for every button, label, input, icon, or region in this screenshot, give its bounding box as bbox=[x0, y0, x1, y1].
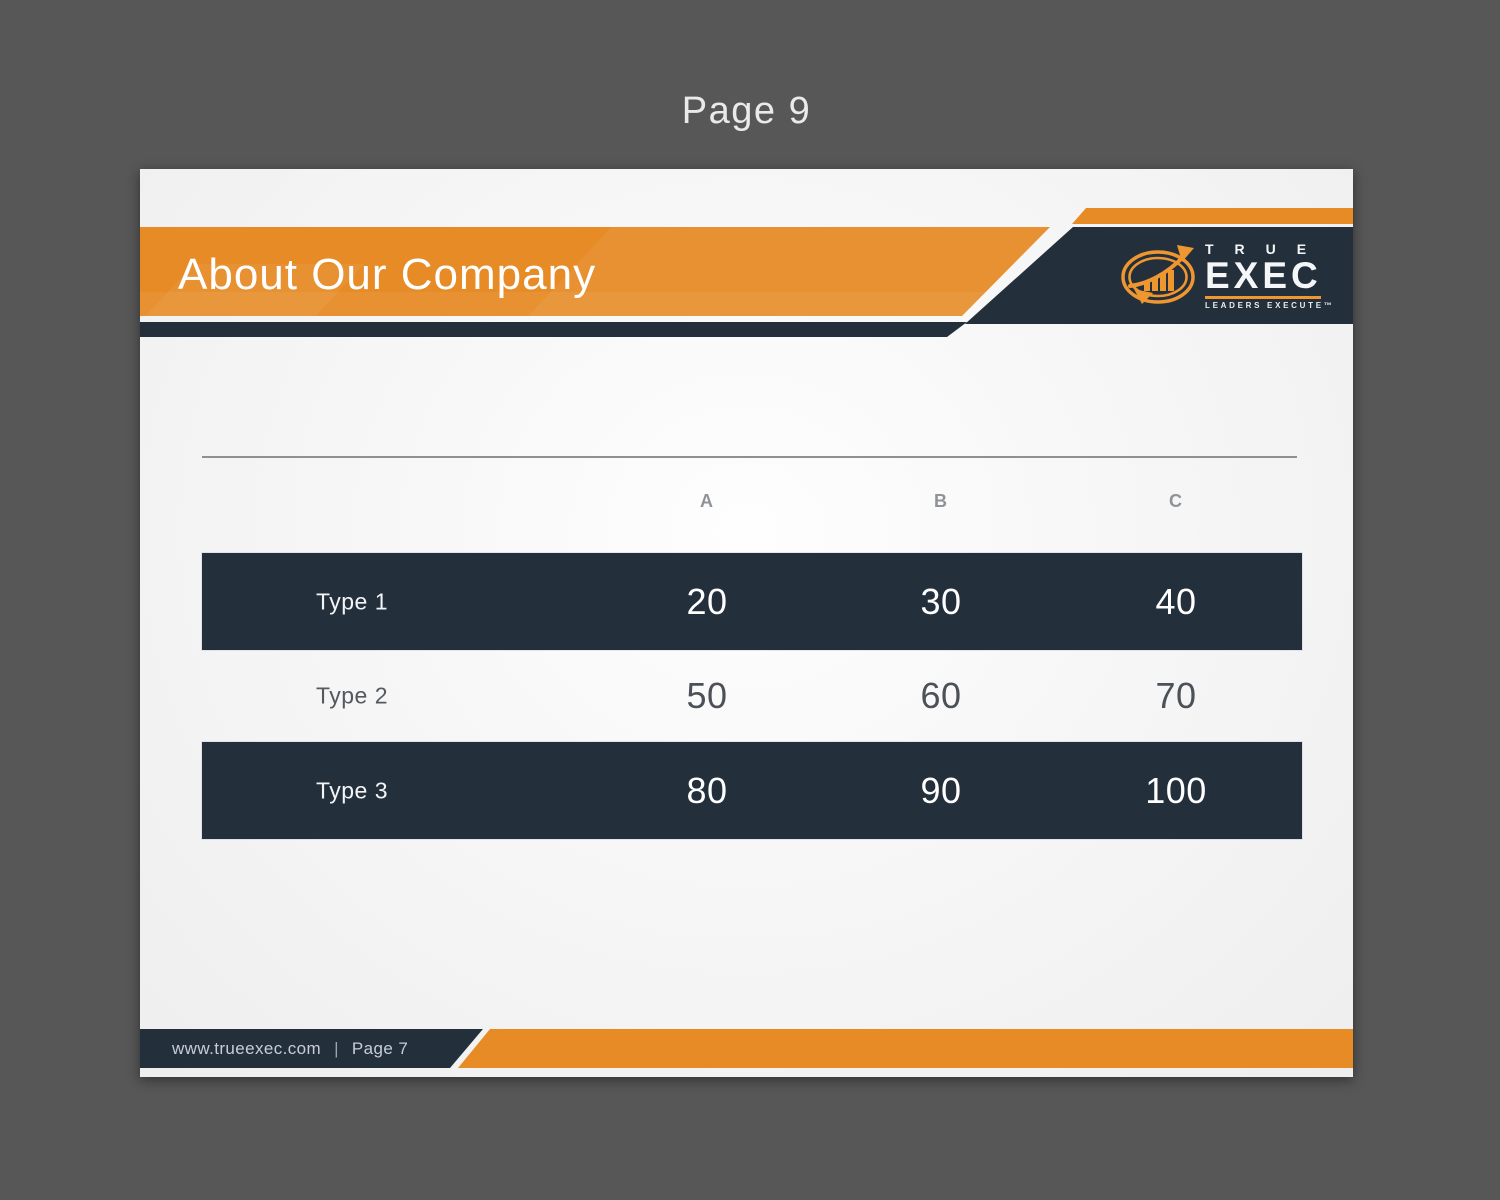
row-label: Type 2 bbox=[315, 682, 389, 709]
footer-separator: | bbox=[334, 1038, 339, 1058]
brand-name-main: EXEC bbox=[1205, 255, 1322, 296]
row-label: Type 3 bbox=[315, 777, 389, 803]
cell-value: 60 bbox=[920, 675, 962, 716]
footer-website: www.trueexec.com bbox=[172, 1038, 322, 1058]
brand-name-top: TRUE bbox=[1205, 241, 1328, 257]
column-header-c: C bbox=[1169, 491, 1183, 511]
cell-value: 50 bbox=[686, 675, 728, 716]
cell-value: 20 bbox=[686, 580, 728, 622]
footer-page-number: Page 7 bbox=[351, 1038, 409, 1058]
cell-value: 30 bbox=[920, 580, 962, 622]
speech-bubble-chart-icon bbox=[1118, 241, 1198, 312]
table-row: Type 3 80 90 100 bbox=[202, 742, 1302, 839]
slide-title: About Our Company bbox=[178, 250, 597, 299]
footer-orange-bar bbox=[458, 1029, 1353, 1068]
brand-logo: TRUE EXEC LEADERS EXECUTE™ bbox=[1118, 241, 1335, 312]
footer-navy-bar bbox=[140, 1029, 483, 1068]
cell-value: 90 bbox=[920, 769, 962, 811]
cell-value: 70 bbox=[1155, 675, 1197, 716]
header-orange-band bbox=[140, 227, 1050, 316]
cell-value: 100 bbox=[1145, 769, 1207, 811]
row-label: Type 1 bbox=[315, 588, 389, 614]
table-row: Type 2 50 60 70 bbox=[202, 650, 1302, 742]
cell-value: 40 bbox=[1155, 580, 1197, 622]
brand-wordmark: TRUE EXEC LEADERS EXECUTE™ bbox=[1205, 242, 1335, 310]
page-title: Page 9 bbox=[681, 90, 812, 132]
cell-value: 80 bbox=[686, 769, 728, 811]
header-navy-underline bbox=[140, 322, 967, 337]
header-orange-accent-strip bbox=[1072, 208, 1353, 224]
table-row: Type 1 20 30 40 bbox=[202, 553, 1302, 650]
brand-tagline: LEADERS EXECUTE™ bbox=[1205, 301, 1335, 310]
slide-canvas: About Our Company TRUE EXEC LEADERS EXEC… bbox=[140, 169, 1353, 1077]
brand-divider-rule bbox=[1205, 296, 1321, 299]
footer-text: www.trueexec.com | Page 7 bbox=[172, 1029, 408, 1068]
table-top-divider bbox=[202, 456, 1297, 458]
column-header-a: A bbox=[700, 491, 714, 511]
column-header-b: B bbox=[934, 491, 948, 511]
